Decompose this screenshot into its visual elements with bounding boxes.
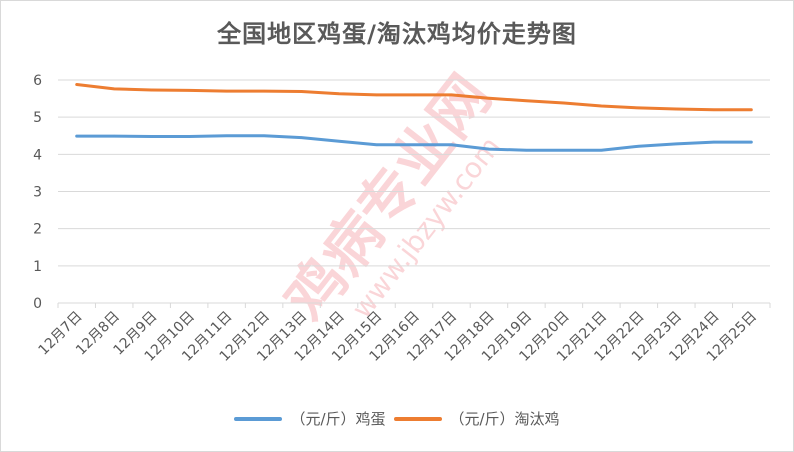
data-point xyxy=(637,106,641,110)
y-tick-label: 6 xyxy=(33,73,42,89)
data-point xyxy=(262,89,266,93)
data-point xyxy=(225,89,228,93)
y-tick-label: 5 xyxy=(33,110,42,126)
data-point xyxy=(675,107,678,111)
y-tick-label: 3 xyxy=(33,185,42,201)
data-point xyxy=(675,142,678,146)
data-point xyxy=(637,144,641,148)
data-point xyxy=(525,99,528,103)
y-tick-label: 0 xyxy=(33,296,42,312)
data-point xyxy=(450,93,453,97)
data-point xyxy=(525,149,528,152)
legend-label-culled-hen: （元/斤）淘汰鸡 xyxy=(449,410,560,428)
data-point xyxy=(412,143,416,146)
data-point xyxy=(750,140,753,144)
legend-label-egg: （元/斤）鸡蛋 xyxy=(290,410,386,428)
data-point xyxy=(712,108,715,111)
data-point xyxy=(450,143,453,146)
data-point xyxy=(600,149,603,152)
data-point xyxy=(712,140,715,144)
data-point xyxy=(562,149,566,152)
data-point xyxy=(337,140,341,143)
data-point xyxy=(225,134,228,137)
data-point xyxy=(262,134,266,137)
legend-swatch-culled-hen xyxy=(393,416,442,421)
data-point xyxy=(337,92,341,95)
data-point xyxy=(300,136,303,139)
data-point xyxy=(187,135,191,138)
legend-swatch-egg xyxy=(234,416,283,421)
data-point xyxy=(562,101,566,105)
data-point xyxy=(150,88,153,92)
data-point xyxy=(600,104,603,108)
data-point xyxy=(375,143,378,146)
data-point xyxy=(113,134,116,138)
data-point xyxy=(412,93,416,97)
y-tick-label: 4 xyxy=(33,147,42,163)
data-point xyxy=(375,93,378,97)
data-point xyxy=(113,87,116,91)
y-tick-label: 2 xyxy=(33,222,42,238)
data-point xyxy=(75,134,78,138)
legend-item-culled-hen: （元/斤）淘汰鸡 xyxy=(393,408,560,429)
data-point xyxy=(487,97,491,100)
legend-item-egg: （元/斤）鸡蛋 xyxy=(234,408,386,429)
legend: （元/斤）鸡蛋 （元/斤）淘汰鸡 xyxy=(0,408,794,429)
y-tick-label: 1 xyxy=(33,259,42,275)
data-point xyxy=(75,83,78,86)
data-point xyxy=(487,147,491,151)
series-line-1 xyxy=(75,83,753,112)
series-line-0 xyxy=(75,134,753,152)
data-point xyxy=(300,90,303,93)
chart-title: 全国地区鸡蛋/淘汰鸡均价走势图 xyxy=(217,20,577,48)
data-point xyxy=(750,108,753,111)
data-point xyxy=(187,89,191,92)
data-point xyxy=(150,135,153,138)
